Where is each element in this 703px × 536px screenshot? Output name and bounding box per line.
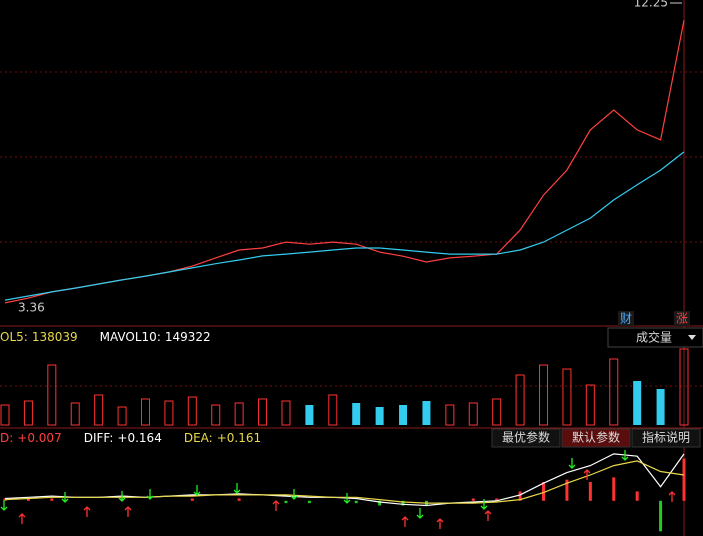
price-line bbox=[4, 151, 685, 301]
badge[interactable] bbox=[674, 311, 690, 326]
arrow-up bbox=[583, 469, 591, 480]
arrow-up bbox=[668, 491, 676, 502]
header-label: MAVOL10: bbox=[100, 330, 161, 344]
header-value: 149322 bbox=[165, 330, 211, 344]
volume-bar bbox=[164, 400, 174, 426]
volume-bar bbox=[258, 398, 268, 426]
volume-bar bbox=[399, 405, 408, 425]
volume-bar bbox=[375, 407, 384, 425]
volume-bar bbox=[656, 389, 665, 425]
volume-bar bbox=[211, 404, 221, 426]
arrow-down bbox=[61, 492, 69, 503]
indicator-header: OL5: 138039 MAVOL10: 149322 bbox=[0, 330, 211, 344]
header-value: 138039 bbox=[32, 330, 78, 344]
arrow-down bbox=[146, 489, 154, 500]
arrow-up bbox=[484, 510, 492, 521]
arrow-down bbox=[193, 485, 201, 496]
header-value: +0.161 bbox=[217, 431, 261, 445]
header-label: D: bbox=[0, 431, 13, 445]
dropdown[interactable] bbox=[607, 327, 703, 348]
header-label: OL5: bbox=[0, 330, 28, 344]
badge-text[interactable]: 财 bbox=[620, 312, 632, 326]
header-label: DEA: bbox=[184, 431, 213, 445]
volume-bar bbox=[352, 403, 361, 425]
arrow-up bbox=[124, 506, 132, 517]
volume-bar bbox=[679, 348, 689, 426]
volume-bar bbox=[468, 402, 478, 426]
arrow-down bbox=[416, 508, 424, 519]
volume-bar bbox=[23, 400, 33, 426]
button[interactable] bbox=[491, 428, 561, 448]
volume-bar bbox=[140, 398, 150, 426]
volume-bar bbox=[328, 394, 338, 426]
dropdown-caret[interactable] bbox=[688, 335, 696, 340]
volume-bar bbox=[281, 400, 291, 426]
volume-bar bbox=[609, 358, 619, 426]
arrow-down bbox=[233, 483, 241, 494]
volume-bar bbox=[0, 404, 10, 426]
button-label[interactable]: 最优参数 bbox=[502, 430, 550, 445]
volume-bar bbox=[117, 406, 127, 426]
min-label: 3.36 bbox=[18, 301, 45, 315]
button[interactable] bbox=[631, 428, 701, 448]
arrow-down bbox=[480, 499, 488, 510]
volume-bar bbox=[422, 401, 431, 425]
volume-bar bbox=[515, 374, 525, 426]
header-label: DIFF: bbox=[84, 431, 114, 445]
volume-bar bbox=[187, 396, 197, 426]
volume-bar bbox=[492, 398, 502, 426]
volume-bar bbox=[305, 405, 314, 425]
indicator-header: D: +0.007 DIFF: +0.164 DEA: +0.161 bbox=[0, 431, 261, 445]
dea-line bbox=[4, 460, 685, 504]
arrow-down bbox=[118, 491, 126, 502]
dropdown-label[interactable]: 成交量 bbox=[636, 330, 672, 345]
volume-bar bbox=[633, 381, 642, 425]
volume-bar bbox=[539, 364, 549, 426]
volume-bar bbox=[47, 364, 57, 426]
arrow-up bbox=[436, 518, 444, 529]
button-label[interactable]: 指标说明 bbox=[642, 430, 690, 445]
arrow-up bbox=[272, 500, 280, 511]
badge[interactable] bbox=[618, 311, 634, 326]
arrow-down bbox=[343, 493, 351, 504]
button[interactable] bbox=[561, 428, 631, 448]
button-label[interactable]: 默认参数 bbox=[572, 430, 620, 445]
volume-bar bbox=[562, 368, 572, 426]
arrow-down bbox=[568, 458, 576, 469]
arrow-down bbox=[621, 450, 629, 461]
arrow-up bbox=[83, 506, 91, 517]
header-value: +0.164 bbox=[117, 431, 161, 445]
arrow-down bbox=[290, 489, 298, 500]
header-value: +0.007 bbox=[17, 431, 61, 445]
max-label: 12.25 bbox=[634, 0, 668, 10]
volume-bar bbox=[70, 402, 80, 426]
volume-bar bbox=[234, 402, 244, 426]
volume-bar bbox=[445, 404, 455, 426]
badge-text[interactable]: 涨 bbox=[676, 311, 688, 326]
arrow-down bbox=[0, 500, 8, 511]
volume-bar bbox=[94, 394, 104, 426]
arrow-up bbox=[401, 516, 409, 527]
arrow-up bbox=[18, 513, 26, 524]
volume-bar bbox=[585, 384, 595, 426]
